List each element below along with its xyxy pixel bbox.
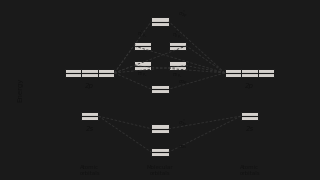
Text: $\sigma^*_{2p}$: $\sigma^*_{2p}$	[179, 9, 188, 21]
Text: $\pi_{2p_x}$: $\pi_{2p_x}$	[137, 71, 148, 80]
Bar	[134, 42, 151, 50]
Text: Atomic
orbitals: Atomic orbitals	[239, 165, 260, 176]
Text: 2p: 2p	[245, 83, 254, 89]
Bar	[241, 112, 259, 120]
Text: 2s: 2s	[85, 126, 94, 132]
Bar	[81, 69, 98, 77]
Bar	[65, 69, 81, 77]
Text: Atomic
orbitals: Atomic orbitals	[79, 165, 100, 176]
Text: Molecular
orbitals: Molecular orbitals	[147, 165, 173, 176]
Bar	[169, 42, 187, 50]
Text: $\pi^*_{2p_x}$: $\pi^*_{2p_x}$	[137, 29, 148, 41]
Bar	[241, 69, 258, 77]
Bar	[151, 124, 169, 133]
Text: $\pi^*_{2p_y}$: $\pi^*_{2p_y}$	[172, 29, 183, 41]
Text: $\sigma_{2p}$: $\sigma_{2p}$	[179, 79, 188, 88]
Bar	[258, 69, 274, 77]
Bar	[81, 112, 99, 120]
Bar	[98, 69, 115, 77]
Bar	[151, 17, 169, 26]
Text: $\pi_{2p_y}$: $\pi_{2p_y}$	[172, 71, 183, 80]
Text: Energy: Energy	[18, 78, 24, 102]
Bar	[225, 69, 241, 77]
Text: $\sigma^*_{2s}$: $\sigma^*_{2s}$	[179, 117, 188, 128]
Text: $\sigma_{2s}$: $\sigma_{2s}$	[179, 143, 188, 151]
Bar	[169, 61, 187, 70]
Bar	[134, 61, 151, 70]
Bar	[151, 148, 169, 156]
Text: 2s: 2s	[245, 126, 254, 132]
Bar	[151, 85, 169, 93]
Text: 2p: 2p	[85, 83, 94, 89]
